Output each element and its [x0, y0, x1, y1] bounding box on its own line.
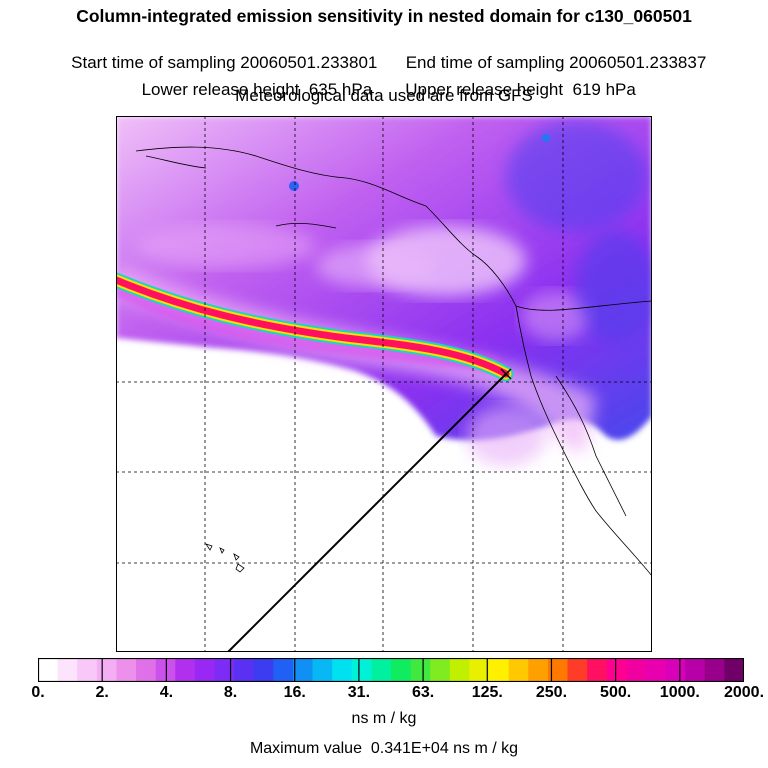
colorbar-cell [292, 658, 314, 682]
light-patch [136, 224, 316, 268]
colorbar-tick-label: 31. [347, 684, 371, 701]
high-sensitivity-spot [289, 181, 299, 191]
release-height-row: Lower release height 635 hPa Upper relea… [0, 60, 768, 100]
light-patch [316, 244, 436, 288]
colorbar-cell [430, 658, 451, 682]
colorbar-cell [626, 658, 647, 682]
colorbar-cell [116, 658, 137, 682]
colorbar-tick-label: 500. [600, 684, 632, 701]
map-frame [116, 116, 652, 652]
plume-band-core [116, 276, 510, 378]
colorbar-cell [371, 658, 392, 682]
colorbar-cell [547, 658, 569, 682]
colorbar-cell [410, 658, 431, 682]
colorbar-cell [136, 658, 157, 682]
colorbar-tick-label: 1000. [659, 684, 700, 701]
upper-height-label: Upper release height 619 hPa [405, 80, 636, 99]
flight-track-line [227, 373, 507, 652]
colorbar-cell [606, 658, 627, 682]
coastline-peninsula [555, 375, 627, 517]
coastline-main [135, 146, 652, 577]
colorbar-tick-label: 250. [535, 684, 568, 701]
colorbar-cell [587, 658, 608, 682]
start-time-label: Start time of sampling 20060501.233801 [71, 53, 378, 72]
light-patch [521, 291, 591, 341]
colorbar-tick-marks [101, 658, 681, 682]
colorbar-tick-label: 63. [411, 684, 435, 701]
colorbar-cell [194, 658, 216, 682]
high-sensitivity-spot [542, 134, 550, 142]
high-sensitivity-patch [506, 121, 646, 231]
emission-sensitivity-map [116, 116, 652, 652]
colorbar-cell [665, 658, 686, 682]
island-chain [145, 155, 207, 169]
coastlines [135, 146, 652, 577]
colorbar-cell [391, 658, 412, 682]
colorbar-cell [273, 658, 294, 682]
colorbar-tick-label: 4. [159, 684, 174, 701]
colorbar-unit-label: ns m / kg [351, 710, 417, 727]
colorbar-cell [253, 658, 274, 682]
light-patch [466, 406, 546, 466]
colorbar-cell [38, 658, 59, 682]
colorbar-cell [528, 658, 549, 682]
sampling-time-row: Start time of sampling 20060501.233801 E… [0, 33, 768, 73]
colorbar-cell [234, 658, 255, 682]
colorbar-cell [508, 658, 529, 682]
colorbar-cell [351, 658, 372, 682]
colorbar-cell [332, 658, 353, 682]
maximum-value-label: Maximum value 0.341E+04 ns m / kg [249, 740, 519, 757]
lower-height-label: Lower release height 635 hPa [141, 80, 373, 99]
colorbar-cell [77, 658, 98, 682]
colorbar-cell [489, 658, 510, 682]
receptor-marker [500, 368, 512, 380]
colorbar-tick-label: 125. [471, 684, 503, 701]
lat-lon-grid [116, 116, 652, 652]
colorbar-tick-label: 2. [95, 684, 109, 701]
met-data-label: Meteorological data used are from GFS [235, 86, 533, 105]
colorbar-cells [38, 658, 744, 682]
colorbar-tick-label: 8. [223, 684, 238, 701]
colorbar-cell [469, 658, 490, 682]
hawaii-islands [205, 543, 245, 573]
plot-title: Column-integrated emission sensitivity i… [76, 6, 692, 26]
border-line [515, 300, 652, 311]
colorbar-cell [96, 658, 118, 682]
colorbar-tick-label: 2000. [723, 684, 765, 701]
colorbar-cell [57, 658, 78, 682]
colorbar-tick-label: 0. [31, 684, 45, 701]
colorbar-cell [312, 658, 333, 682]
island-chain [275, 222, 337, 229]
colorbar-cell [724, 658, 744, 682]
colorbar-cell [214, 658, 235, 682]
colorbar-cell [449, 658, 471, 682]
colorbar-tick-label: 16. [283, 684, 306, 701]
colorbar-cell [175, 658, 196, 682]
colorbar-cell [645, 658, 667, 682]
high-sensitivity-patch [576, 231, 652, 341]
colorbar [38, 658, 744, 682]
colorbar-cell [567, 658, 588, 682]
end-time-label: End time of sampling 20060501.233837 [405, 53, 707, 72]
colorbar-cell [685, 658, 706, 682]
colorbar-cell [704, 658, 725, 682]
colorbar-frame [38, 658, 744, 682]
